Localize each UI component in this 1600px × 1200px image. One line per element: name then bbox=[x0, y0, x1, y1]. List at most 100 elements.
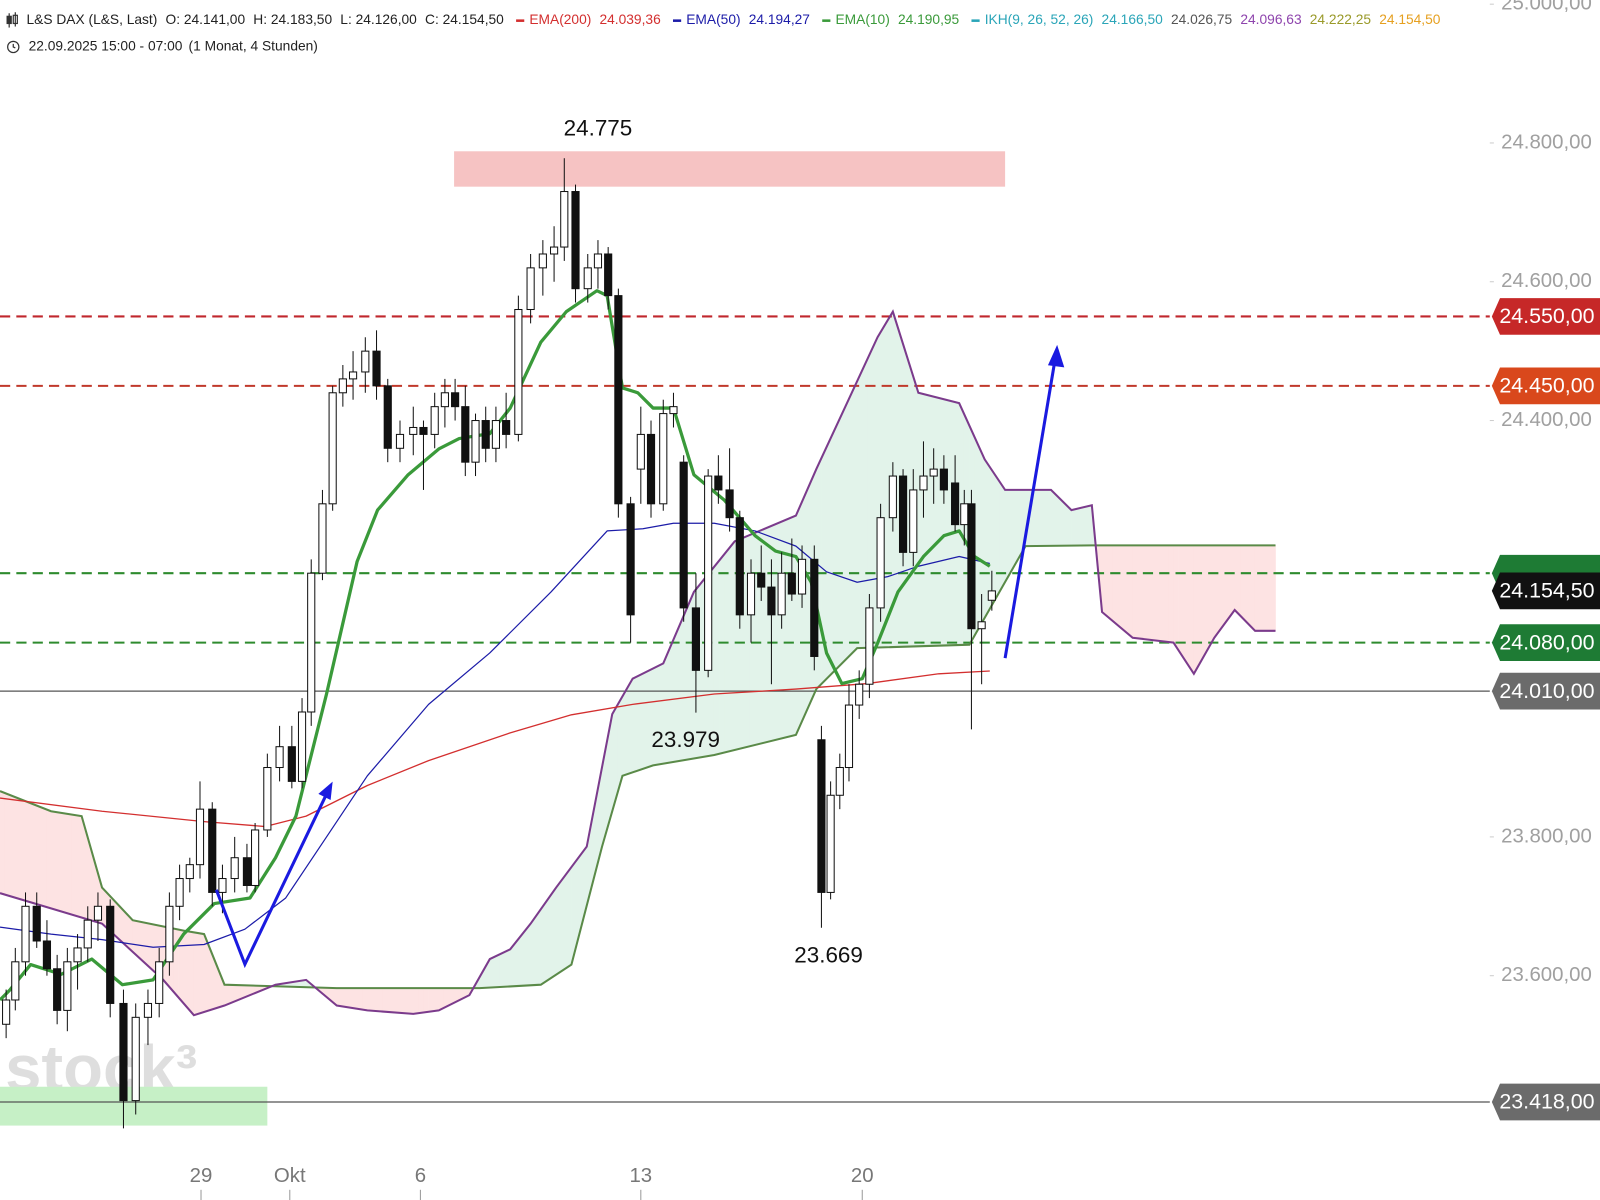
cloud-fill bbox=[1203, 545, 1210, 657]
cloud-fill bbox=[71, 814, 77, 917]
level-box-bg bbox=[1491, 367, 1600, 405]
zone bbox=[454, 151, 1006, 187]
cloud-fill bbox=[30, 802, 37, 905]
cloud-fill bbox=[132, 919, 139, 958]
cloud-fill bbox=[1106, 545, 1113, 622]
cloud-fill bbox=[1147, 545, 1154, 641]
candle-body bbox=[409, 426, 418, 435]
cloud-fill bbox=[535, 908, 542, 986]
candle-body bbox=[835, 766, 844, 796]
candle-body bbox=[757, 572, 766, 588]
cloud-fill bbox=[336, 987, 343, 1007]
cloud-fill bbox=[489, 956, 496, 988]
candle-body bbox=[583, 267, 592, 290]
cloud-fill bbox=[1055, 494, 1062, 547]
candle-body bbox=[636, 433, 645, 470]
candle-body bbox=[679, 461, 688, 609]
candle-body bbox=[725, 489, 734, 519]
cloud-fill bbox=[525, 922, 531, 986]
arrow bbox=[214, 789, 330, 969]
cloud-fill bbox=[826, 436, 832, 680]
cloud-fill bbox=[188, 931, 195, 1017]
cloud-fill bbox=[1198, 545, 1205, 666]
candle-body bbox=[604, 253, 613, 297]
annotation: 24.775 bbox=[564, 116, 633, 141]
candle-body bbox=[440, 392, 449, 408]
level-box-label: 24.550,00 bbox=[1499, 304, 1594, 328]
candle-body bbox=[119, 1002, 128, 1102]
candle-body bbox=[898, 475, 908, 553]
cloud-fill bbox=[351, 987, 358, 1010]
plot-layer: 24.775 23.979 23.669 bbox=[0, 116, 1276, 1129]
level-box: 24.450,00 bbox=[1491, 367, 1600, 405]
cloud-fill bbox=[1168, 545, 1174, 643]
y-tick-label: 25.000,00 bbox=[1501, 0, 1592, 15]
cloud-fill bbox=[45, 808, 52, 909]
cloud-fill bbox=[367, 987, 373, 1012]
cloud-fill bbox=[438, 987, 445, 1011]
cloud-fill bbox=[1249, 545, 1256, 632]
candle-body bbox=[844, 704, 854, 769]
candle-body bbox=[42, 940, 52, 970]
cloud-fill bbox=[1173, 545, 1179, 652]
chart-type-icon bbox=[6, 12, 18, 28]
candle-body bbox=[328, 392, 337, 505]
cloud-fill bbox=[1122, 545, 1128, 635]
x-tick-label: 13 bbox=[629, 1165, 652, 1187]
cloud-fill bbox=[622, 686, 628, 777]
candle-body bbox=[797, 558, 807, 595]
candle-body bbox=[967, 503, 976, 630]
candle-body bbox=[155, 961, 164, 1004]
candle-body bbox=[526, 267, 535, 311]
level-box-label: 24.450,00 bbox=[1499, 374, 1594, 398]
header-text: L&S DAX (L&S, Last) bbox=[27, 12, 158, 27]
level-box: 24.080,00 bbox=[1491, 624, 1600, 661]
candle-body bbox=[11, 961, 20, 1001]
candle-body bbox=[876, 517, 885, 609]
candle-body bbox=[242, 857, 252, 886]
candle-body bbox=[787, 572, 796, 595]
cloud-fill bbox=[1137, 545, 1144, 640]
candle-body bbox=[865, 607, 874, 685]
cloud-fill bbox=[566, 866, 572, 969]
cloud-fill bbox=[1270, 545, 1276, 632]
header-text: 24.096,63 bbox=[1240, 12, 1302, 27]
cloud-fill bbox=[1213, 545, 1220, 639]
cloud-fill bbox=[1234, 545, 1241, 616]
cloud-fill bbox=[1178, 545, 1184, 660]
candle-body bbox=[2, 999, 11, 1025]
candle-body bbox=[714, 475, 723, 491]
cloud-fill bbox=[1086, 504, 1093, 546]
cloud-fill bbox=[555, 879, 562, 976]
candle-body bbox=[307, 572, 316, 713]
candle-body bbox=[73, 947, 82, 963]
cloud-fill bbox=[1239, 545, 1246, 622]
candle-body bbox=[21, 905, 30, 963]
cloud-fill bbox=[923, 393, 929, 647]
cloud-fill bbox=[66, 813, 72, 915]
candle-body bbox=[83, 919, 92, 949]
x-tick-label: Okt bbox=[274, 1165, 306, 1187]
cloud-fill bbox=[530, 915, 537, 986]
cloud-fill bbox=[637, 673, 644, 772]
cloud-fill bbox=[494, 953, 501, 988]
cloud-fill bbox=[938, 397, 945, 646]
candle-body bbox=[263, 766, 272, 831]
ichimoku-line bbox=[0, 309, 1276, 1017]
candle-body bbox=[275, 746, 284, 769]
cloud-fill bbox=[76, 814, 82, 918]
candle-body bbox=[63, 961, 72, 1011]
cloud-fill bbox=[550, 886, 557, 979]
cloud-fill bbox=[943, 398, 950, 646]
candle-body bbox=[32, 905, 41, 942]
candle-body bbox=[514, 308, 523, 435]
cloud-fill bbox=[1208, 545, 1215, 648]
cloud-fill bbox=[1162, 545, 1169, 643]
cloud-fill bbox=[1244, 545, 1251, 627]
x-tick-label: 20 bbox=[851, 1165, 874, 1187]
cloud-fill bbox=[918, 392, 924, 647]
candle-body bbox=[106, 905, 115, 1004]
candle-body bbox=[767, 586, 776, 616]
header-text: 24.166,50 bbox=[1102, 12, 1164, 27]
